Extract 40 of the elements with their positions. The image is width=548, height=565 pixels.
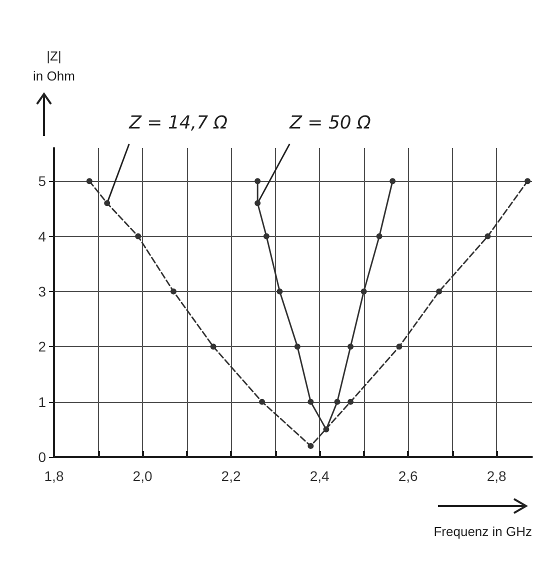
y-tick-label: 3 <box>38 283 46 300</box>
annotation: Z = 14,7 Ω <box>128 112 228 134</box>
y-axis-title: |Z| in Ohm <box>33 48 75 84</box>
point <box>263 233 270 240</box>
point <box>259 398 266 405</box>
y-tick-label: 4 <box>38 228 46 244</box>
point <box>390 178 396 184</box>
point <box>334 398 340 405</box>
x-axis-title: Frequenz in GHz <box>434 524 532 539</box>
x-tick-label: 2,0 <box>132 468 152 484</box>
point <box>86 178 92 184</box>
point <box>348 344 354 350</box>
point <box>360 288 367 294</box>
y-tick-label: 1 <box>38 394 46 410</box>
point <box>376 233 382 240</box>
point <box>294 344 300 350</box>
point <box>210 344 216 350</box>
point <box>524 178 531 184</box>
x-tick-label: 1,8 <box>44 468 64 484</box>
x-tick-label: 2,8 <box>486 468 507 484</box>
point <box>323 426 330 432</box>
point <box>484 233 491 240</box>
x-tick-label: 2,6 <box>398 468 418 484</box>
point <box>396 344 402 350</box>
point <box>308 398 314 405</box>
y-tick-label: 0 <box>38 449 46 465</box>
point <box>135 233 142 240</box>
y-tick-label: 5 <box>38 173 46 190</box>
point <box>308 442 314 449</box>
annotation: Z = 50 Ω <box>288 112 372 134</box>
point <box>276 288 283 294</box>
point <box>254 178 261 184</box>
y-tick-label: 2 <box>38 338 46 355</box>
x-tick-label: 2,4 <box>310 468 330 484</box>
x-tick-label: 2,2 <box>221 468 241 484</box>
point <box>436 288 442 294</box>
point <box>104 200 110 206</box>
point <box>170 288 176 294</box>
point <box>348 398 354 405</box>
point <box>254 200 261 206</box>
